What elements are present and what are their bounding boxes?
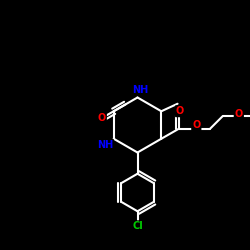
Text: NH: NH [132, 85, 148, 95]
Text: O: O [192, 120, 200, 130]
Text: O: O [176, 106, 184, 116]
Text: NH: NH [97, 140, 113, 150]
Text: Cl: Cl [132, 221, 143, 231]
Text: O: O [235, 109, 243, 119]
Text: O: O [98, 113, 106, 123]
